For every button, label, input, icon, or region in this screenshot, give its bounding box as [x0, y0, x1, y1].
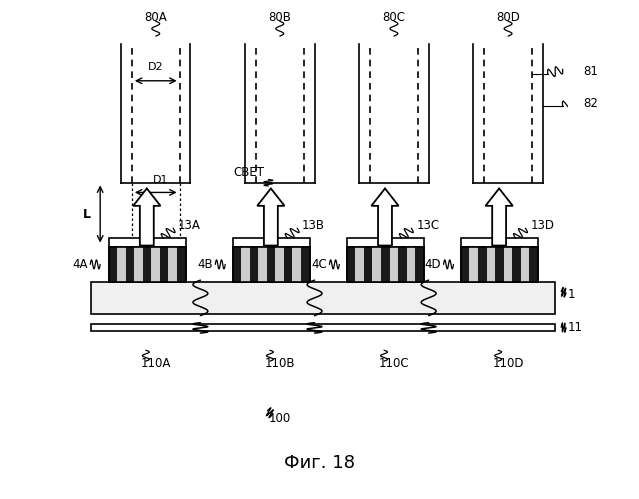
Text: Фиг. 18: Фиг. 18: [284, 454, 355, 472]
Bar: [415, 247, 424, 282]
Bar: [381, 247, 390, 282]
Text: L: L: [83, 208, 91, 221]
Bar: [275, 247, 284, 282]
Bar: [406, 247, 415, 282]
Bar: [486, 247, 495, 282]
Text: 11: 11: [567, 321, 583, 334]
Bar: [233, 247, 241, 282]
Text: 110B: 110B: [265, 357, 295, 370]
Bar: [241, 247, 250, 282]
Bar: [233, 247, 309, 282]
FancyArrow shape: [486, 189, 512, 246]
Bar: [478, 247, 486, 282]
Bar: [91, 282, 555, 314]
Bar: [91, 324, 555, 331]
Text: 80A: 80A: [144, 11, 167, 24]
Bar: [347, 247, 355, 282]
Bar: [109, 247, 117, 282]
Bar: [512, 247, 521, 282]
Bar: [461, 247, 470, 282]
Bar: [398, 247, 406, 282]
Bar: [151, 247, 160, 282]
Bar: [373, 247, 381, 282]
Text: 13D: 13D: [530, 219, 555, 232]
Text: 110D: 110D: [492, 357, 524, 370]
Bar: [109, 238, 185, 247]
Text: 82: 82: [583, 97, 598, 110]
Text: 4C: 4C: [311, 258, 327, 271]
Bar: [355, 247, 364, 282]
Bar: [521, 247, 529, 282]
Bar: [495, 247, 504, 282]
Bar: [461, 238, 538, 247]
Bar: [347, 238, 424, 247]
Text: 4A: 4A: [72, 258, 88, 271]
Bar: [109, 247, 185, 282]
Text: 81: 81: [583, 65, 598, 78]
Text: 80B: 80B: [268, 11, 291, 24]
Bar: [293, 247, 301, 282]
Text: 100: 100: [268, 412, 291, 425]
Bar: [347, 247, 424, 282]
Bar: [301, 247, 309, 282]
Text: 4B: 4B: [197, 258, 213, 271]
FancyArrow shape: [133, 189, 160, 246]
Bar: [529, 247, 538, 282]
Text: 80D: 80D: [496, 11, 520, 24]
Bar: [117, 247, 126, 282]
Bar: [169, 247, 177, 282]
Text: 110A: 110A: [141, 357, 171, 370]
Bar: [470, 247, 478, 282]
Bar: [177, 247, 185, 282]
Bar: [233, 238, 309, 247]
Bar: [364, 247, 373, 282]
Text: D1: D1: [153, 175, 169, 185]
Bar: [347, 247, 424, 282]
Text: 110C: 110C: [379, 357, 409, 370]
Bar: [284, 247, 293, 282]
Bar: [233, 247, 309, 282]
Bar: [160, 247, 169, 282]
Bar: [390, 247, 398, 282]
Text: СВЕТ: СВЕТ: [233, 166, 264, 179]
Bar: [134, 247, 142, 282]
Bar: [267, 247, 275, 282]
Bar: [461, 247, 538, 282]
Bar: [126, 247, 134, 282]
Bar: [258, 247, 267, 282]
Bar: [250, 247, 258, 282]
Text: 13C: 13C: [416, 219, 440, 232]
Bar: [142, 247, 151, 282]
Text: 4D: 4D: [424, 258, 441, 271]
Text: 80C: 80C: [382, 11, 405, 24]
Text: D2: D2: [148, 62, 164, 72]
Bar: [461, 247, 538, 282]
FancyArrow shape: [258, 189, 284, 246]
Bar: [504, 247, 512, 282]
Text: 1: 1: [567, 288, 575, 301]
Text: 13B: 13B: [302, 219, 325, 232]
Text: 13A: 13A: [178, 219, 201, 232]
FancyArrow shape: [371, 189, 399, 246]
Bar: [109, 247, 185, 282]
